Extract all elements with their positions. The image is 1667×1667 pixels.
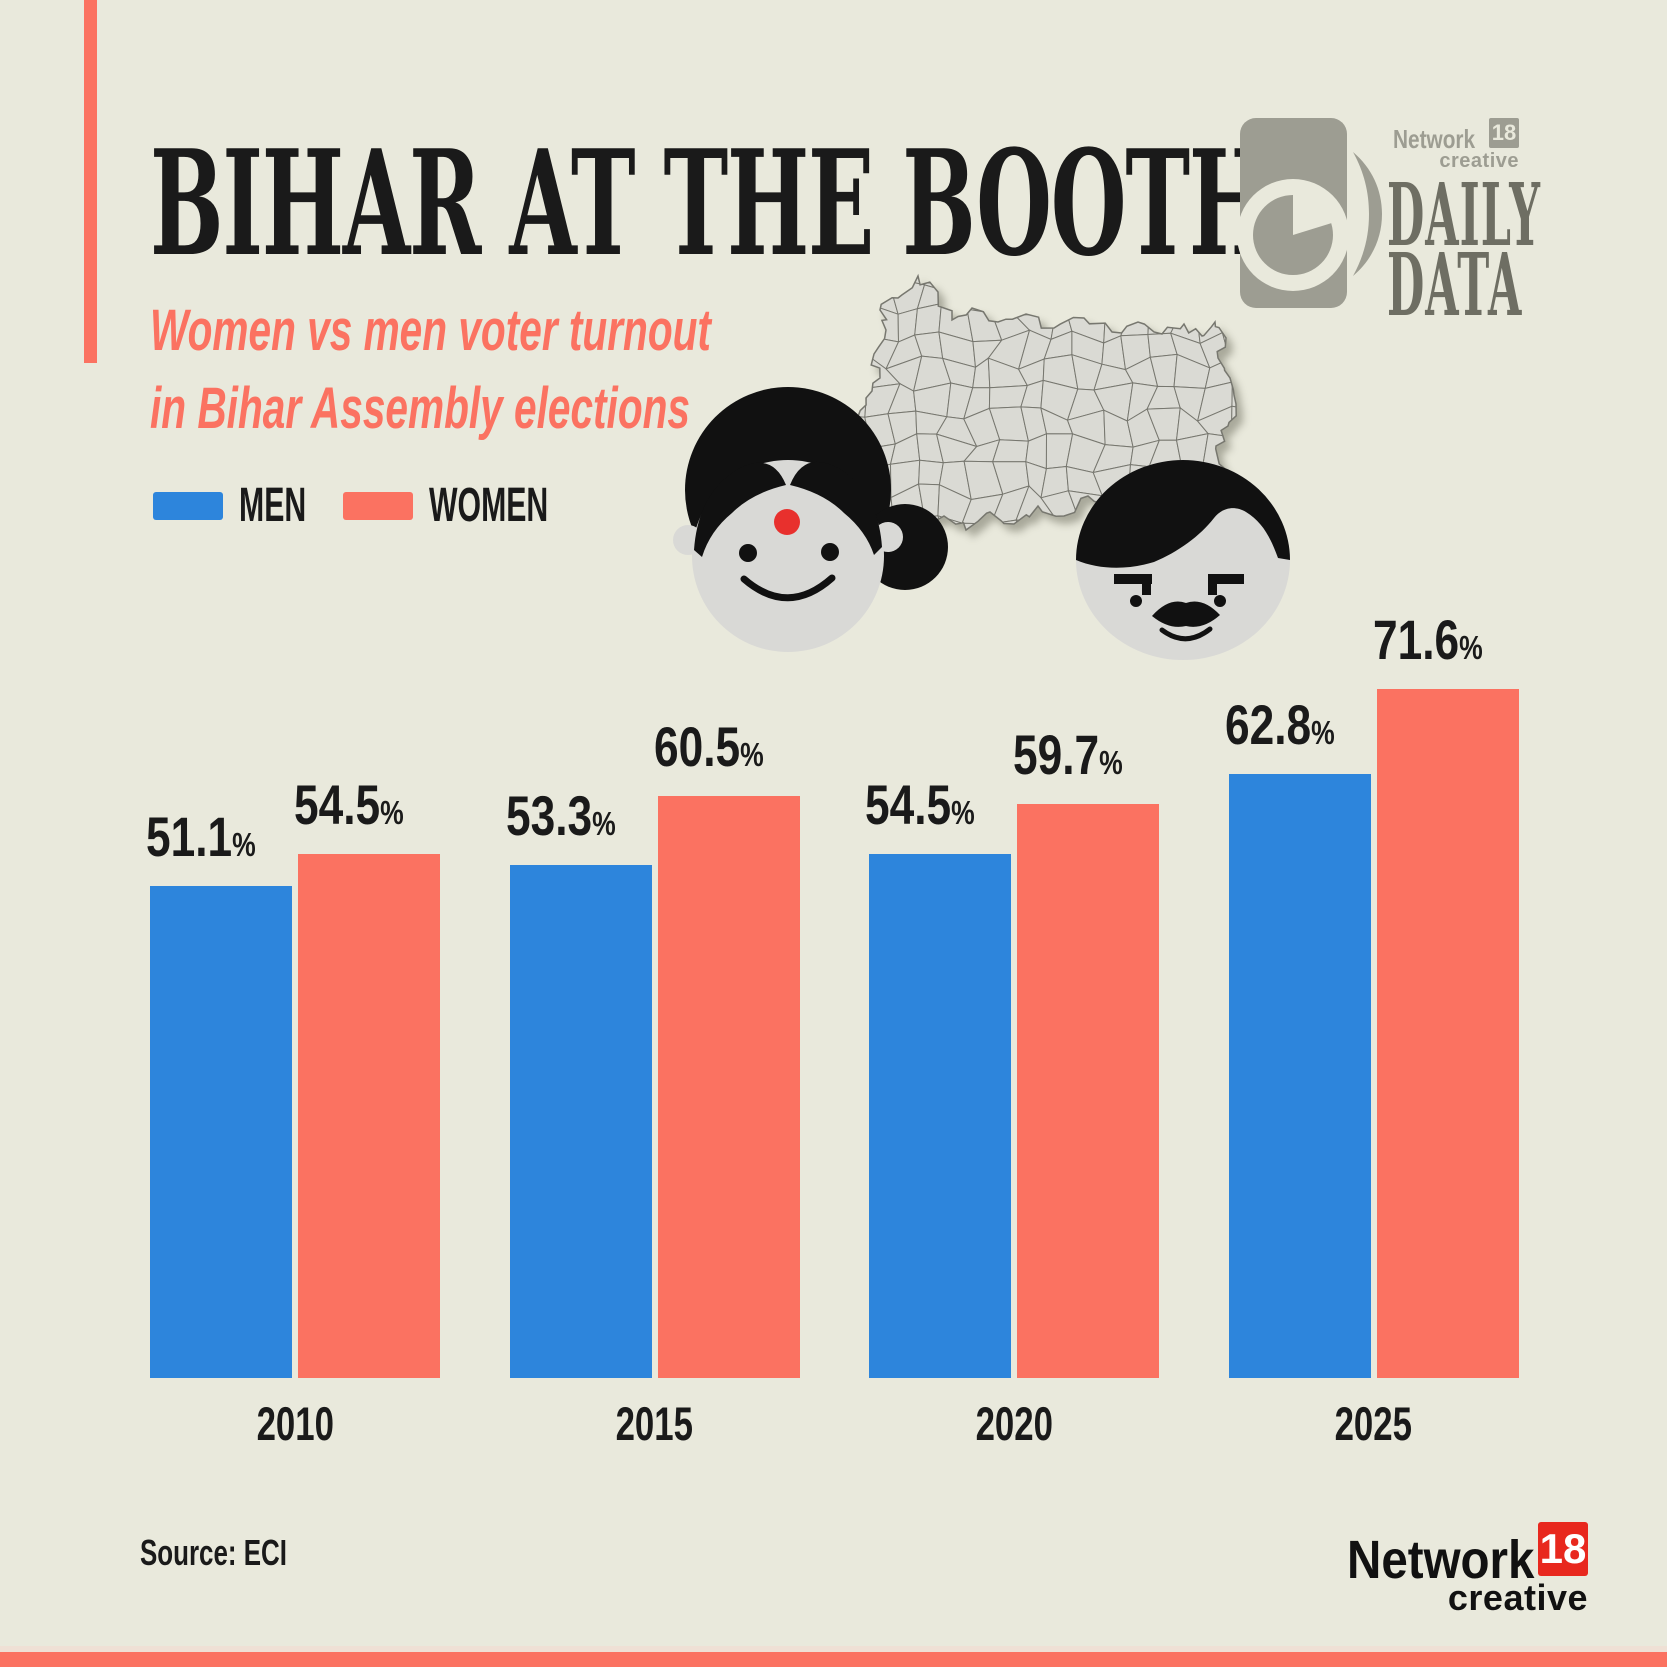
mustache <box>1152 601 1220 627</box>
page-title: BIHAR AT THE BOOTH <box>150 119 1271 289</box>
value-label-women-2020: 59.7% <box>1013 723 1123 787</box>
subtitle: Women vs men voter turnout in Bihar Asse… <box>150 292 951 448</box>
bar-men-2015 <box>509 865 652 1378</box>
men-color-swatch <box>153 492 223 520</box>
source-note: Source: ECI <box>140 1532 287 1573</box>
network18-creative-logo: Network 18 creative <box>1340 1515 1592 1618</box>
bar-women-2010 <box>298 854 440 1378</box>
bar-women-2020 <box>1017 804 1159 1378</box>
value-label-men-2025: 62.8% <box>1224 693 1335 757</box>
legend-item-women: WOMEN <box>343 479 618 532</box>
man-hair <box>1076 460 1290 568</box>
brand-bottom-18-badge: 18 <box>1538 1522 1588 1576</box>
value-label-women-2010: 54.5% <box>294 773 404 837</box>
woman-eye-right <box>821 543 839 561</box>
bar-men-2025 <box>1228 774 1371 1378</box>
woman-face <box>692 460 884 652</box>
daily-data-logo-icon <box>1237 118 1382 308</box>
footer-pale-line <box>0 1646 1667 1652</box>
brand-bottom-network-label: Network <box>1347 1530 1535 1590</box>
brand-top-creative-label: creative <box>1439 150 1519 172</box>
legend-label-women: WOMEN <box>429 479 549 532</box>
man-eye-right <box>1214 595 1226 607</box>
axis-label-2010: 2010 <box>256 1397 334 1450</box>
axis-label-2015: 2015 <box>615 1397 694 1450</box>
bar-women-2025 <box>1376 689 1519 1378</box>
daily-data-brand: Network 18 creative DAILY DATA <box>1235 110 1540 329</box>
bar-men-2010 <box>150 886 292 1378</box>
daily-wordmark: DAILY <box>1387 165 1541 266</box>
man-eyebrow-left <box>1114 574 1152 584</box>
value-label-men-2010: 51.1% <box>146 805 256 869</box>
value-label-men-2020: 54.5% <box>865 773 975 837</box>
man-face-icon <box>1076 460 1290 660</box>
man-eye-left <box>1130 595 1142 607</box>
bindi <box>774 509 800 535</box>
women-color-swatch <box>343 492 413 520</box>
woman-face-icon <box>673 387 948 652</box>
subtitle-line-1: Women vs men voter turnout <box>150 298 711 363</box>
bar-men-2020 <box>869 854 1011 1378</box>
axis-label-2025: 2025 <box>1334 1397 1413 1450</box>
value-label-men-2015: 53.3% <box>505 784 616 848</box>
value-label-women-2025: 71.6% <box>1372 608 1483 672</box>
footer-coral-strip <box>0 1652 1667 1667</box>
axis-label-2020: 2020 <box>975 1397 1053 1450</box>
brand-top-18-badge: 18 <box>1489 118 1519 148</box>
woman-smile <box>740 574 836 602</box>
man-eyebrow-right <box>1208 574 1244 584</box>
subtitle-line-2: in Bihar Assembly elections <box>150 376 691 441</box>
woman-eye-left <box>739 544 757 562</box>
value-label-women-2015: 60.5% <box>653 715 764 779</box>
data-wordmark: DATA <box>1387 235 1523 336</box>
man-smile <box>1159 626 1213 642</box>
left-accent-bar <box>84 0 97 363</box>
brand-bottom-creative-label: creative <box>1447 1577 1588 1618</box>
legend-label-men: MEN <box>239 479 307 532</box>
bar-women-2015 <box>657 796 800 1378</box>
legend-item-men: MEN <box>153 479 346 532</box>
brand-top-network-label: Network <box>1393 124 1476 154</box>
